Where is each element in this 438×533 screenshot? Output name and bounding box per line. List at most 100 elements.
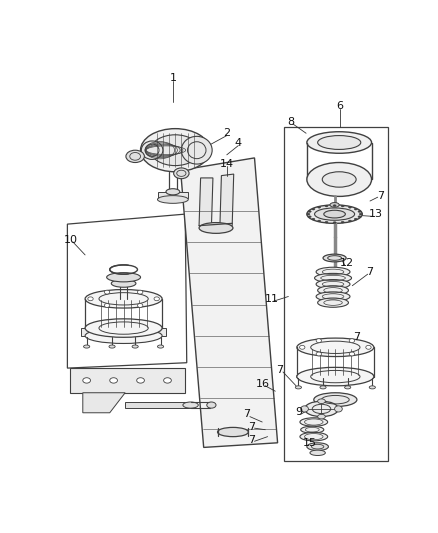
Text: 7: 7 — [276, 365, 283, 375]
Ellipse shape — [333, 222, 336, 223]
Ellipse shape — [312, 208, 315, 210]
Ellipse shape — [308, 216, 311, 217]
Ellipse shape — [354, 208, 357, 210]
Text: 8: 8 — [287, 117, 294, 127]
Ellipse shape — [183, 402, 198, 408]
Ellipse shape — [318, 298, 349, 308]
Ellipse shape — [300, 418, 328, 426]
Text: 6: 6 — [336, 101, 343, 111]
Text: 14: 14 — [220, 159, 234, 169]
Polygon shape — [199, 178, 213, 228]
Polygon shape — [81, 328, 166, 336]
Ellipse shape — [300, 345, 305, 349]
Ellipse shape — [314, 273, 352, 282]
Ellipse shape — [316, 280, 350, 289]
Ellipse shape — [318, 220, 321, 222]
Ellipse shape — [295, 386, 301, 389]
Text: 2: 2 — [223, 128, 230, 138]
Ellipse shape — [369, 386, 375, 389]
Ellipse shape — [104, 290, 110, 294]
Ellipse shape — [141, 141, 163, 159]
Ellipse shape — [310, 450, 325, 456]
Ellipse shape — [312, 218, 315, 220]
Text: 13: 13 — [369, 209, 383, 219]
Ellipse shape — [307, 205, 362, 223]
Ellipse shape — [316, 292, 350, 301]
Text: 7: 7 — [353, 332, 360, 342]
Ellipse shape — [137, 378, 145, 383]
Ellipse shape — [84, 345, 90, 348]
Ellipse shape — [335, 406, 342, 412]
Ellipse shape — [158, 345, 164, 348]
Ellipse shape — [109, 345, 115, 348]
Ellipse shape — [320, 386, 326, 389]
Ellipse shape — [323, 254, 346, 262]
Ellipse shape — [110, 378, 117, 383]
Ellipse shape — [314, 208, 355, 220]
Text: 15: 15 — [303, 438, 317, 448]
Ellipse shape — [173, 168, 189, 179]
Ellipse shape — [164, 378, 171, 383]
Ellipse shape — [316, 339, 321, 343]
Ellipse shape — [314, 393, 357, 407]
Polygon shape — [83, 393, 125, 413]
Ellipse shape — [359, 213, 362, 215]
Ellipse shape — [333, 205, 336, 207]
Ellipse shape — [158, 196, 188, 203]
Ellipse shape — [297, 338, 374, 357]
Ellipse shape — [366, 345, 371, 349]
Ellipse shape — [85, 319, 162, 337]
Ellipse shape — [138, 304, 143, 308]
Ellipse shape — [154, 297, 159, 301]
Ellipse shape — [307, 132, 371, 154]
Ellipse shape — [324, 210, 346, 218]
Ellipse shape — [358, 211, 361, 213]
Ellipse shape — [349, 220, 352, 222]
Ellipse shape — [207, 402, 216, 408]
Text: 7: 7 — [367, 267, 374, 277]
Ellipse shape — [325, 221, 328, 223]
Polygon shape — [220, 174, 234, 228]
Ellipse shape — [307, 163, 371, 196]
Ellipse shape — [318, 399, 325, 403]
Text: 10: 10 — [64, 235, 78, 245]
Text: 7: 7 — [248, 435, 255, 445]
Ellipse shape — [199, 223, 233, 233]
Ellipse shape — [318, 286, 349, 295]
Ellipse shape — [349, 206, 352, 208]
Ellipse shape — [132, 345, 138, 348]
Ellipse shape — [104, 304, 110, 308]
Ellipse shape — [181, 136, 212, 164]
Text: 1: 1 — [170, 73, 177, 83]
Ellipse shape — [107, 273, 141, 282]
Polygon shape — [180, 158, 278, 447]
Ellipse shape — [111, 280, 136, 287]
Ellipse shape — [349, 339, 355, 343]
Ellipse shape — [304, 401, 339, 417]
Text: 11: 11 — [265, 294, 279, 304]
Ellipse shape — [301, 426, 324, 433]
Ellipse shape — [301, 406, 308, 412]
Polygon shape — [158, 192, 187, 198]
Ellipse shape — [330, 203, 339, 207]
Ellipse shape — [151, 135, 200, 166]
Ellipse shape — [85, 328, 162, 343]
Ellipse shape — [345, 386, 351, 389]
Ellipse shape — [341, 205, 344, 207]
Ellipse shape — [325, 205, 328, 207]
Text: 9: 9 — [295, 407, 302, 417]
Ellipse shape — [141, 128, 210, 172]
Ellipse shape — [307, 443, 328, 450]
Ellipse shape — [297, 367, 374, 386]
Ellipse shape — [138, 290, 143, 294]
Ellipse shape — [83, 378, 91, 383]
Ellipse shape — [318, 414, 325, 419]
Ellipse shape — [88, 297, 93, 301]
Text: 4: 4 — [235, 138, 242, 148]
Text: 7: 7 — [243, 409, 251, 419]
Text: 12: 12 — [340, 257, 354, 268]
Text: 7: 7 — [377, 191, 385, 200]
Ellipse shape — [307, 213, 310, 215]
Ellipse shape — [316, 267, 350, 277]
Ellipse shape — [166, 189, 180, 195]
